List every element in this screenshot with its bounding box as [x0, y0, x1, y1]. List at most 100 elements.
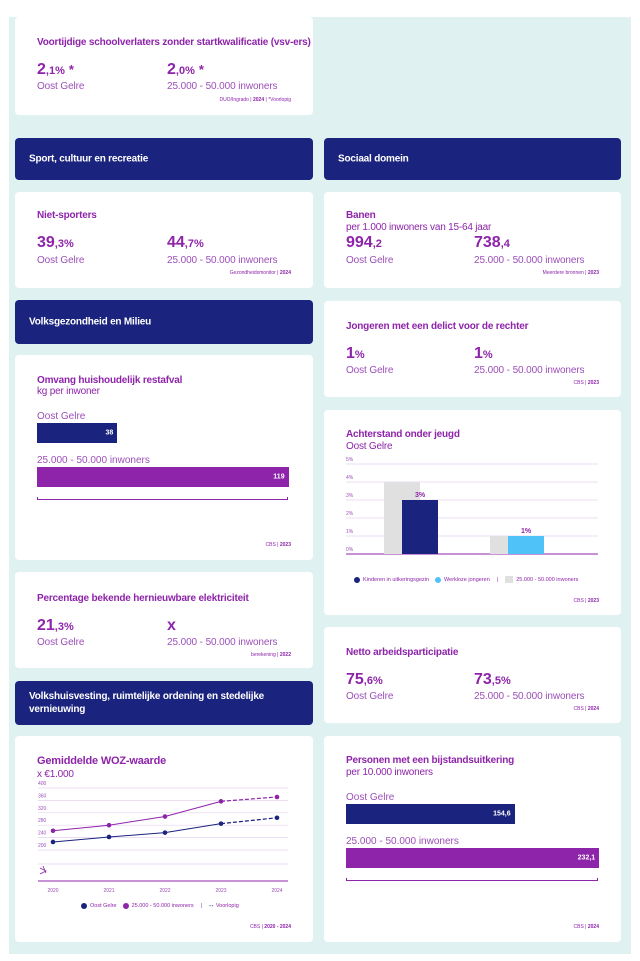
kpi-value-oost-gelre: 1%	[346, 345, 365, 362]
series-line	[52, 823, 222, 843]
bar-value-label: 232,1	[577, 854, 596, 862]
card-title: Voortijdige schoolverlaters zonder start…	[37, 37, 311, 48]
data-point	[106, 822, 112, 828]
data-point	[274, 815, 280, 821]
y-tick-label: 240	[38, 831, 47, 837]
y-tick-label: 2%	[346, 511, 354, 517]
source-note: CBS | 2024	[573, 924, 599, 930]
y-tick-label: 320	[38, 806, 47, 812]
data-point	[162, 814, 168, 819]
bar-category-label: 25.000 - 50.000 inwoners	[37, 455, 150, 466]
bar-value-label: 154,6	[493, 810, 511, 818]
data-point	[218, 799, 224, 804]
card-title: Achterstand onder jeugd	[346, 429, 460, 440]
kpi-value-comparison: 73,5%	[474, 671, 511, 688]
bar-value-label: 38	[105, 429, 114, 437]
x-tick-label: 2023	[215, 888, 226, 894]
kpi-label-oost-gelre: Oost Gelre	[37, 637, 85, 648]
kpi-label-comparison: 25.000 - 50.000 inwoners	[167, 637, 278, 648]
data-point	[274, 794, 280, 800]
kpi-value-oost-gelre: 21,3%	[37, 617, 74, 634]
data-point	[50, 839, 56, 845]
x-tick-label: 2021	[103, 888, 114, 894]
legend-swatch-light-blue	[435, 576, 442, 583]
data-point	[50, 828, 56, 834]
kpi-value-comparison: x	[167, 617, 176, 634]
x-tick-label: 2020	[47, 888, 58, 894]
kpi-value-comparison: 44,7%	[167, 234, 204, 251]
kpi-value-oost-gelre: 75,6%	[346, 671, 383, 688]
y-tick-label: 4%	[346, 475, 354, 481]
bar-value-label: 119	[273, 473, 285, 481]
bar-category-label: 25.000 - 50.000 inwoners	[346, 836, 459, 847]
card-title: Gemiddelde WOZ-waarde	[37, 755, 167, 767]
kpi-value-oost-gelre: 994,2	[346, 234, 382, 251]
y-tick-label: 280	[38, 818, 47, 824]
card-jongeren-delict: Jongeren met een delict voor de rechter …	[324, 301, 621, 397]
kpi-label-oost-gelre: Oost Gelre	[346, 255, 394, 266]
bar-oost-gelre	[402, 500, 438, 554]
card-subtitle: kg per inwoner	[37, 386, 100, 397]
bar-value-label: 1%	[521, 528, 532, 535]
series-line	[52, 800, 222, 832]
legend-swatch-gray	[505, 576, 514, 583]
section-header-sociaal: Sociaal domein	[324, 138, 621, 180]
kpi-value-oost-gelre: 39,3%	[37, 234, 74, 251]
card-vsv: Voortijdige schoolverlaters zonder start…	[15, 17, 313, 115]
card-title: Niet-sporters	[37, 210, 97, 221]
bar: 154,6	[346, 804, 515, 824]
source-note: CBS | 2023	[573, 598, 599, 604]
series-line-provisional	[220, 817, 278, 825]
card-niet-sporters: Niet-sporters 39,3% Oost Gelre 44,7% 25.…	[15, 192, 313, 288]
legend-swatch-navy	[81, 903, 87, 909]
source-note: DUO/Ingrado | 2024 | *Voorlopig	[219, 97, 291, 103]
kpi-label-comparison: 25.000 - 50.000 inwoners	[474, 691, 585, 702]
legend-swatch-navy	[354, 576, 360, 583]
source-note: CBS | 2023	[265, 542, 291, 548]
kpi-label-oost-gelre: Oost Gelre	[346, 365, 394, 376]
card-title: Personen met een bijstandsuitkering	[346, 755, 515, 766]
bar-axis	[346, 878, 598, 881]
x-tick-label: 2022	[159, 888, 170, 894]
card-title: Banen	[346, 210, 376, 221]
kpi-label-oost-gelre: Oost Gelre	[37, 255, 85, 266]
achterstand-chart: 0% 1% 2% 3% 4% 5% 3% 1%	[346, 457, 598, 555]
x-tick-label: 2024	[271, 888, 282, 894]
source-note: berekening | 2022	[251, 652, 291, 658]
data-point	[218, 821, 224, 826]
bar: 119	[37, 467, 289, 487]
data-point	[162, 830, 168, 835]
source-note: CBS | 2024	[573, 706, 599, 712]
source-note: CBS | 2023	[573, 380, 599, 386]
kpi-label-comparison: 25.000 - 50.000 inwoners	[167, 81, 278, 92]
section-header-volkshuisvesting: Volkshuisvesting, ruimtelijke ordening e…	[15, 681, 313, 725]
kpi-label-oost-gelre: Oost Gelre	[346, 691, 394, 702]
bar-value-label: 3%	[415, 492, 426, 499]
card-subtitle: per 1.000 inwoners van 15-64 jaar	[346, 222, 492, 233]
y-tick-label: 3%	[346, 493, 354, 499]
card-title: Jongeren met een delict voor de rechter	[346, 321, 529, 332]
kpi-value-oost-gelre: 2,1% *	[37, 61, 74, 78]
legend-swatch-purple	[122, 903, 129, 909]
kpi-value-comparison: 738,4	[474, 234, 510, 251]
y-tick-label: 0%	[346, 547, 354, 553]
card-hernieuwbaar: Percentage bekende hernieuwbare elektric…	[15, 572, 313, 668]
card-restafval: Omvang huishoudelijk restafval kg per in…	[15, 355, 313, 560]
bar: 38	[37, 423, 118, 443]
bar-axis	[37, 497, 288, 500]
axis-break-icon	[39, 865, 47, 875]
card-achterstand: Achterstand onder jeugd Oost Gelre 0% 1% 2…	[324, 410, 621, 615]
card-subtitle: x €1.000	[37, 769, 74, 780]
bar-oost-gelre	[508, 536, 544, 554]
bar-category-label: Oost Gelre	[346, 792, 395, 803]
card-title: Netto arbeidsparticipatie	[346, 647, 459, 658]
section-header-volksgezondheid: Volksgezondheid en Milieu	[15, 300, 313, 344]
source-note: Meerdere bronnen | 2023	[542, 270, 599, 276]
card-arbeidsparticipatie: Netto arbeidsparticipatie 75,6% Oost Gel…	[324, 627, 621, 723]
card-banen: Banen per 1.000 inwoners van 15-64 jaar …	[324, 192, 621, 288]
kpi-value-comparison: 1%	[474, 345, 493, 362]
legend-dash-icon: - -	[209, 903, 213, 909]
card-title: Percentage bekende hernieuwbare elektric…	[37, 593, 249, 604]
card-subtitle: per 10.000 inwoners	[346, 767, 433, 778]
y-tick-label: 1%	[346, 529, 354, 535]
